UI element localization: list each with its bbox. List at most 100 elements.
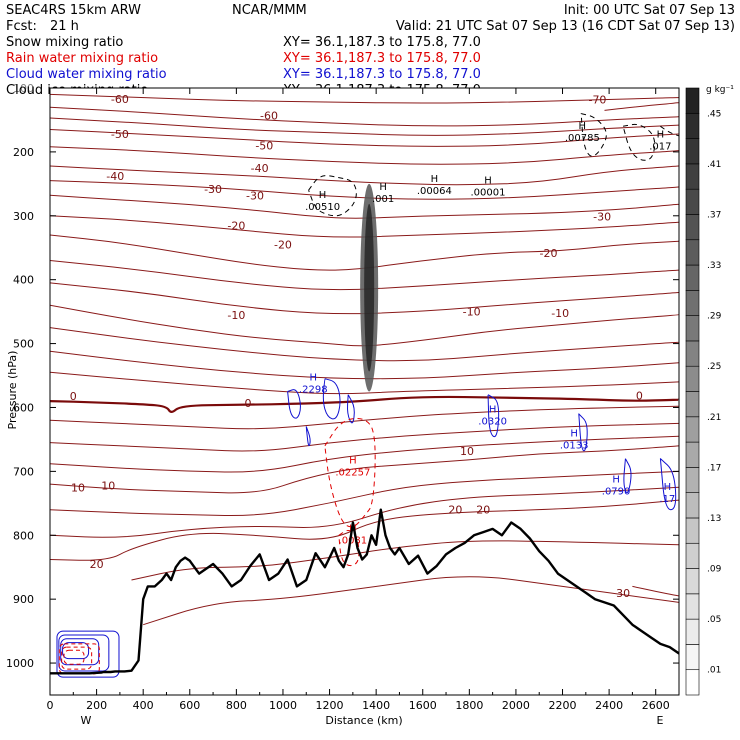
colorbar-swatch — [685, 618, 700, 645]
rain-water-contour — [324, 417, 376, 528]
x-tick-label: 1000 — [269, 699, 297, 712]
colorbar-swatch — [685, 315, 700, 342]
colorbar-swatch — [685, 365, 700, 392]
cloud-water-contour — [58, 634, 110, 672]
isotherm-line — [50, 371, 679, 395]
x-tick-label: 2600 — [642, 699, 670, 712]
cloud-water-contour — [60, 638, 100, 666]
colorbar-label: .17 — [707, 463, 721, 473]
cloud-water-contour — [623, 458, 632, 494]
isotherm-label: -60 — [260, 109, 278, 122]
isotherm-label: 20 — [448, 504, 462, 517]
y-axis-label: Pressure (hPa) — [6, 351, 19, 430]
isotherm-line--70 — [604, 102, 679, 111]
isotherm-line — [50, 422, 679, 452]
isotherm-label: -30 — [246, 189, 264, 202]
x-tick-label: 2200 — [549, 699, 577, 712]
maximum-value-label: .017 — [649, 142, 671, 153]
maximum-marker: H — [484, 176, 492, 187]
isotherm-line — [50, 470, 679, 517]
colorbar-swatch — [685, 138, 700, 165]
x-tick-label: 200 — [86, 699, 107, 712]
east-endpoint-label: E — [657, 714, 664, 727]
field-xy-snow: XY= 36.1,187.3 to 175.8, 77.0 — [283, 35, 481, 50]
maximum-value-label: .00510 — [305, 202, 340, 213]
colorbar-label: .33 — [707, 261, 721, 271]
maximum-marker: H — [379, 182, 387, 193]
isotherm-line--30 — [50, 194, 679, 219]
x-tick-label: 600 — [179, 699, 200, 712]
colorbar-label: .37 — [707, 210, 721, 220]
maximum-value-label: .0320 — [478, 416, 507, 427]
y-tick-label: 1000 — [6, 657, 34, 670]
colorbar-swatch — [685, 214, 700, 241]
y-tick-label: 300 — [13, 210, 34, 223]
isotherm-line — [50, 327, 679, 362]
colorbar-swatch — [685, 290, 700, 316]
colorbar-swatch — [685, 542, 700, 569]
isotherm-label: 10 — [101, 479, 115, 492]
isotherm-label: -60 — [111, 93, 129, 106]
colorbar-swatch — [685, 391, 700, 418]
colorbar-label: .41 — [707, 160, 721, 170]
x-tick-label: 1200 — [316, 699, 344, 712]
isotherm-line — [50, 117, 679, 136]
colorbar-label: .21 — [707, 413, 721, 423]
isotherm-label: -20 — [227, 219, 245, 232]
y-tick-label: 700 — [13, 465, 34, 478]
cloud-water-contour — [62, 642, 90, 660]
isotherm-label: -20 — [274, 239, 292, 252]
cloud-ice-contour — [622, 123, 656, 161]
center-label: NCAR/MMM — [232, 3, 307, 18]
colorbar-swatch — [685, 416, 700, 443]
isotherm-line — [50, 146, 679, 165]
isotherm-label: 10 — [71, 481, 85, 494]
x-tick-label: 400 — [133, 699, 154, 712]
x-tick-label: 2400 — [595, 699, 623, 712]
colorbar-swatch — [685, 568, 700, 595]
isotherm-label: 0 — [245, 397, 252, 410]
cloud-water-contour — [347, 394, 355, 424]
maximum-value-label: .001 — [372, 194, 394, 205]
cloud-water-contour — [56, 630, 120, 678]
maximum-value-label: .00785 — [565, 133, 600, 144]
isotherm-line--20 — [50, 234, 679, 271]
isotherm-label: -10 — [463, 306, 481, 319]
colorbar-swatch — [685, 467, 700, 493]
colorbar-swatch — [685, 264, 700, 291]
x-tick-label: 0 — [47, 699, 54, 712]
colorbar-swatch — [685, 87, 700, 114]
maximum-marker: H — [579, 121, 587, 132]
isotherm-label: 0 — [70, 390, 77, 403]
isotherm-line — [50, 405, 679, 430]
maximum-value-label: .00001 — [470, 188, 505, 199]
maximum-value-label: .0790 — [602, 487, 631, 498]
y-tick-label: 900 — [13, 593, 34, 606]
isotherm-line — [50, 93, 679, 104]
colorbar-label: .01 — [707, 666, 721, 676]
isotherm-line-30 — [632, 585, 679, 597]
fcst-value: 21 h — [50, 19, 79, 34]
cloud-water-contour — [287, 389, 301, 419]
y-tick-label: 600 — [13, 401, 34, 414]
field-name-snow: Snow mixing ratio — [6, 35, 123, 50]
maximum-marker: H — [664, 482, 672, 493]
cloud-water-contour — [487, 394, 500, 438]
colorbar: .01 .05 .09 .13 .17 .21 .25 .29 .33 .37 .41 .45 — [685, 87, 722, 696]
rain-water-contour — [61, 646, 93, 670]
model-title: SEAC4RS 15km ARW — [6, 3, 141, 18]
colorbar-label: .45 — [707, 109, 721, 119]
cloud-water-contour — [578, 413, 588, 452]
x-tick-label: 1600 — [409, 699, 437, 712]
maximum-marker: H — [309, 372, 317, 383]
colorbar-swatch — [685, 593, 700, 620]
isotherm-line-20 — [50, 499, 679, 561]
x-tick-label: 1800 — [455, 699, 483, 712]
isotherm-label: 20 — [90, 558, 104, 571]
colorbar-label: .05 — [707, 615, 721, 625]
isotherm-label: -20 — [540, 247, 558, 260]
isotherm-line — [50, 486, 679, 538]
colorbar-label: .25 — [707, 362, 721, 372]
cloud-ice-contour — [660, 125, 679, 137]
